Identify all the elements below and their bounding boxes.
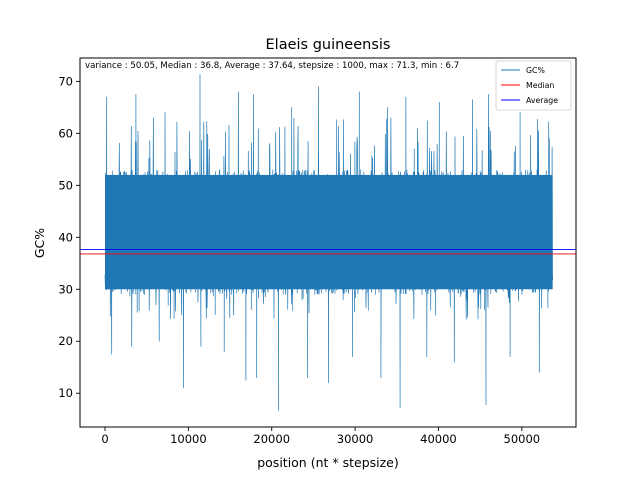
legend-box bbox=[495, 60, 572, 111]
y-tick-label: 70 bbox=[58, 74, 73, 88]
x-tick-label: 0 bbox=[101, 432, 108, 446]
legend-label-gc: GC% bbox=[526, 66, 545, 75]
x-tick-label: 10000 bbox=[170, 432, 207, 446]
legend-label-median: Median bbox=[526, 81, 554, 90]
x-tick-label: 50000 bbox=[504, 432, 541, 446]
x-tick-label: 40000 bbox=[420, 432, 457, 446]
y-tick-label: 40 bbox=[58, 230, 73, 244]
y-axis-ticks: 10 20 30 40 50 60 70 bbox=[58, 74, 80, 400]
chart-title: Elaeis guineensis bbox=[266, 37, 391, 53]
legend-label-average: Average bbox=[526, 96, 558, 105]
x-axis-ticks: 0 10000 20000 30000 40000 50000 bbox=[101, 427, 540, 446]
y-tick-label: 60 bbox=[58, 126, 73, 140]
legend: GC% Median Average bbox=[495, 60, 572, 111]
y-tick-label: 20 bbox=[58, 334, 73, 348]
y-tick-label: 30 bbox=[58, 282, 73, 296]
gc-series-trace bbox=[104, 74, 554, 411]
stats-annotation: variance : 50.05, Median : 36.8, Average… bbox=[85, 61, 459, 71]
y-tick-label: 50 bbox=[58, 178, 73, 192]
plot-frame bbox=[79, 57, 577, 428]
x-tick-label: 30000 bbox=[337, 432, 374, 446]
x-tick-label: 20000 bbox=[253, 432, 290, 446]
x-axis-label: position (nt * stepsize) bbox=[257, 455, 399, 470]
gc-core-band bbox=[105, 174, 553, 290]
y-axis-label: GC% bbox=[32, 228, 47, 258]
y-tick-label: 10 bbox=[58, 386, 73, 400]
